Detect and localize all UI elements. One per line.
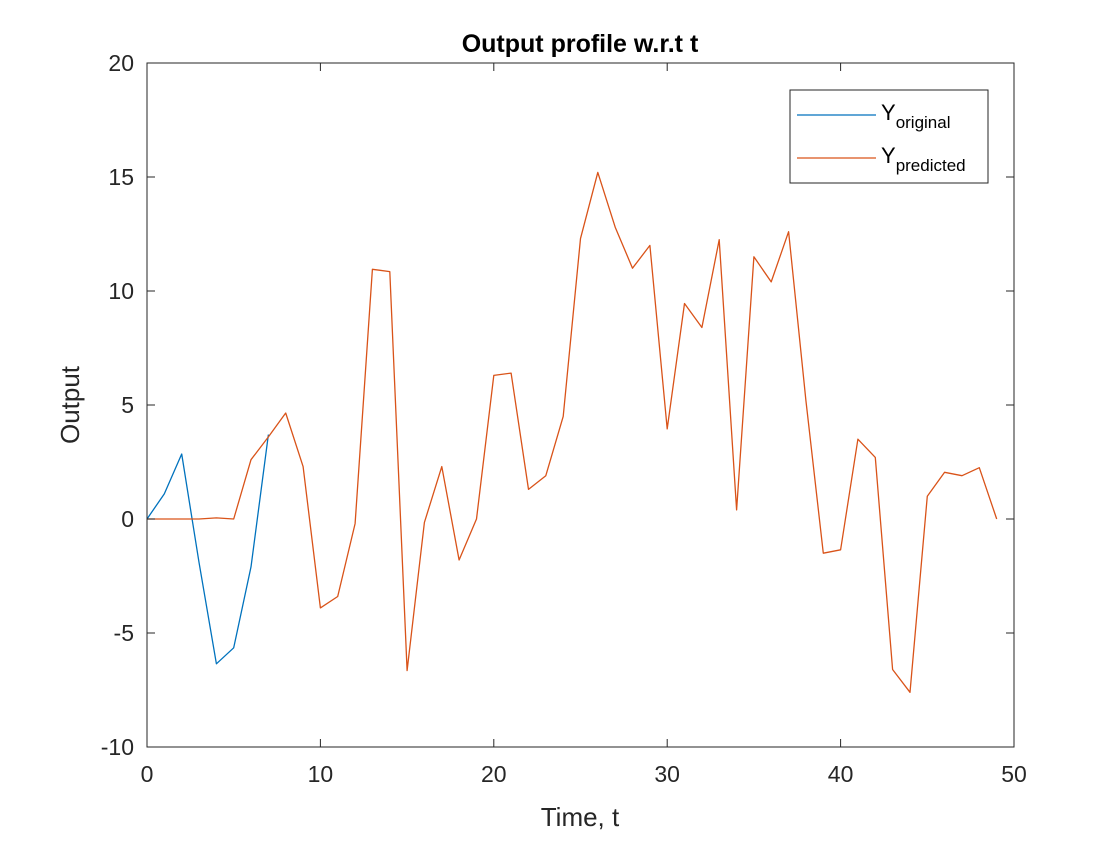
y-tick-label: 5 [121,392,134,418]
series-line-original [146,434,270,665]
y-tick-label: 0 [121,506,134,532]
legend-box [789,89,989,184]
series-line-predicted [147,171,998,693]
y-axis-label: Output [55,365,85,444]
legend-entry-original-name: Y [881,100,896,125]
x-tick-label: 50 [1001,761,1027,787]
legend-entry-original: Yoriginal [881,100,951,132]
legend-entry-predicted-name: Y [881,143,896,168]
x-tick-label: 30 [654,761,680,787]
x-tick-label: 10 [308,761,334,787]
y-tick-label: 15 [108,164,134,190]
legend: Yoriginal Ypredicted [789,89,989,184]
legend-entry-original-subscript: original [896,113,951,132]
y-axis-ticks: -10 -5 0 5 10 15 20 [101,50,1014,760]
y-tick-label: -5 [114,620,134,646]
x-axis-label: Time, t [541,802,620,832]
y-tick-label: -10 [101,734,134,760]
x-axis-ticks: 0 10 20 30 40 50 [141,63,1027,787]
x-tick-label: 40 [828,761,854,787]
x-tick-label: 0 [141,761,154,787]
y-tick-label: 10 [108,278,134,304]
x-tick-label: 20 [481,761,507,787]
series-layer [146,171,998,693]
legend-entry-predicted: Ypredicted [881,143,966,175]
chart-title: Output profile w.r.t t [462,30,699,58]
y-tick-label: 20 [108,50,134,76]
legend-entry-predicted-subscript: predicted [896,156,966,175]
